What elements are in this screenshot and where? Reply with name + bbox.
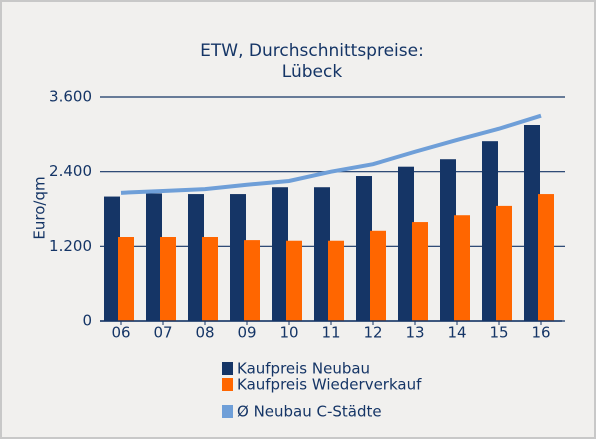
- bar: [440, 159, 456, 321]
- bar: [146, 193, 162, 321]
- bar: [524, 125, 540, 321]
- bar: [202, 237, 218, 321]
- bar: [496, 205, 512, 321]
- x-tick-label: 15: [489, 324, 508, 342]
- bar: [538, 194, 554, 321]
- y-tick-label: 0: [82, 312, 92, 330]
- y-tick-label: 3.600: [49, 88, 92, 106]
- x-tick-label: 10: [279, 324, 298, 342]
- bar: [454, 215, 470, 321]
- x-tick-label: 11: [321, 324, 340, 342]
- legend-label: Kaufpreis Neubau: [237, 360, 370, 378]
- y-tick-label: 1.200: [49, 237, 92, 255]
- bar: [272, 187, 288, 321]
- bar: [370, 230, 386, 321]
- legend-swatch: [222, 362, 233, 375]
- x-tick-label: 06: [111, 324, 130, 342]
- y-axis-label: Euro/qm: [31, 176, 49, 239]
- x-tick-label: 09: [237, 324, 256, 342]
- bar: [482, 141, 498, 321]
- bar: [356, 176, 372, 321]
- y-tick-label: 2.400: [49, 162, 92, 180]
- bar: [244, 240, 260, 321]
- chart-title: Lübeck: [282, 62, 343, 82]
- bar: [104, 196, 120, 321]
- bar: [230, 194, 246, 321]
- bar: [412, 222, 428, 321]
- legend-swatch: [222, 405, 233, 418]
- x-tick-label: 07: [153, 324, 172, 342]
- bar: [328, 240, 344, 321]
- bar: [118, 237, 134, 321]
- bar: [314, 187, 330, 321]
- legend-swatch: [222, 378, 233, 391]
- x-tick-label: 08: [195, 324, 214, 342]
- bar: [398, 166, 414, 321]
- x-tick-label: 12: [363, 324, 382, 342]
- x-tick-label: 16: [531, 324, 550, 342]
- legend-label: Kaufpreis Wiederverkauf: [237, 376, 422, 394]
- bar: [188, 194, 204, 321]
- line-series: [120, 113, 542, 195]
- bar: [160, 237, 176, 321]
- legend-label: Ø Neubau C-Städte: [237, 403, 382, 421]
- x-tick-label: 13: [405, 324, 424, 342]
- x-tick-label: 14: [447, 324, 466, 342]
- bar: [286, 240, 302, 321]
- chart-title: ETW, Durchschnittspreise:: [200, 41, 424, 61]
